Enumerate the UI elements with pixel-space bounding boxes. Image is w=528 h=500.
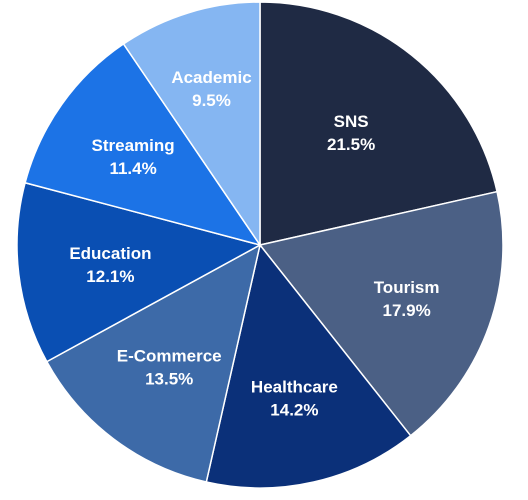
- slice-value-streaming: 11.4%: [109, 159, 156, 178]
- pie-labels: SNS 21.5% Tourism 17.9% Healthcare 14.2% E-Com…: [69, 68, 439, 420]
- slice-label-sns: SNS: [334, 112, 369, 131]
- slice-tourism: [258, 190, 504, 437]
- slice-label-tourism: Tourism: [374, 278, 440, 297]
- slice-healthcare: [205, 243, 412, 489]
- slice-academic: [122, 1, 261, 248]
- slice-e-commerce: [45, 243, 262, 483]
- slice-value-academic: 9.5%: [192, 91, 231, 110]
- slice-value-e-commerce: 13.5%: [145, 369, 193, 388]
- slice-value-sns: 21.5%: [327, 135, 375, 154]
- pie-slices: [16, 1, 504, 489]
- slice-label-healthcare: Healthcare: [251, 378, 338, 397]
- slice-education: [16, 181, 263, 363]
- slice-sns: [259, 1, 498, 246]
- slice-label-e-commerce: E-Commerce: [117, 346, 222, 365]
- slice-value-education: 12.1%: [86, 267, 134, 286]
- slice-label-academic: Academic: [171, 68, 251, 87]
- slice-streaming: [24, 42, 262, 247]
- slice-value-tourism: 17.9%: [382, 301, 430, 320]
- slice-value-healthcare: 14.2%: [270, 401, 318, 420]
- slice-label-education: Education: [69, 244, 151, 263]
- slice-label-streaming: Streaming: [92, 136, 175, 155]
